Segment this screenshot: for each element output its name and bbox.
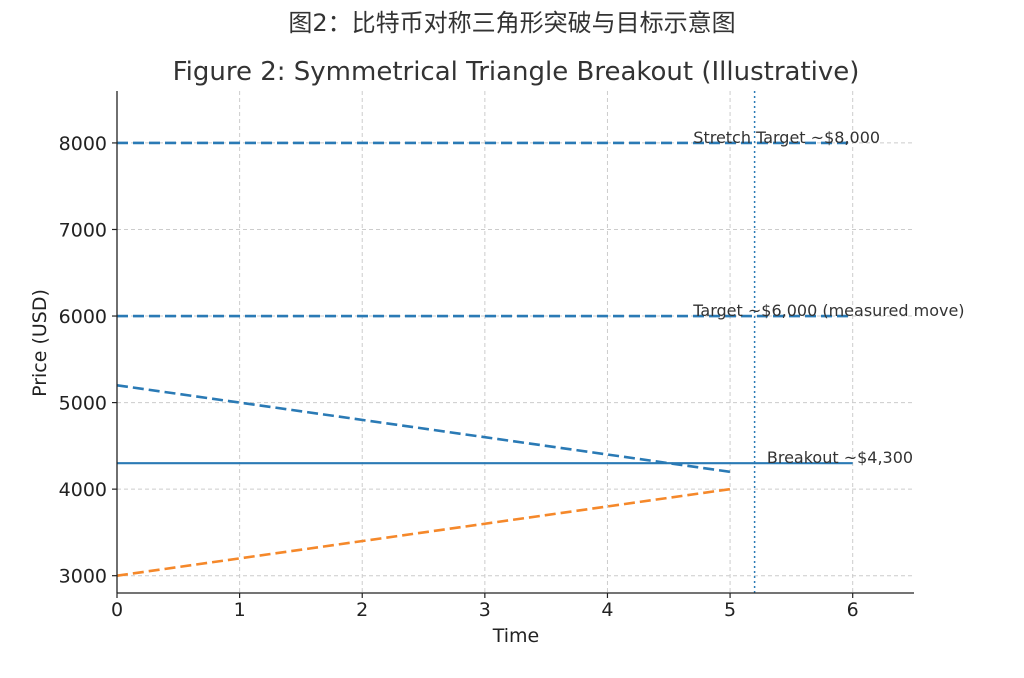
data-series [116, 91, 853, 593]
y-tick-label: 4000 [59, 479, 107, 501]
x-tick-label: 2 [356, 599, 368, 621]
x-tick-label: 0 [111, 599, 123, 621]
target-annotation: Target ~$6,000 (measured move) [692, 301, 964, 320]
x-tick-label: 4 [601, 599, 613, 621]
y-tick-label: 3000 [59, 566, 107, 588]
chart-title: Figure 2: Symmetrical Triangle Breakout … [173, 57, 860, 87]
breakout-annotation: Breakout ~$4,300 [767, 448, 913, 467]
x-axis-label: Time [492, 625, 540, 647]
annotations: Stretch Target ~$8,000 Target ~$6,000 (me… [692, 128, 964, 467]
x-tick-label: 5 [724, 599, 736, 621]
grid-lines [116, 91, 914, 593]
resistance-line [116, 383, 731, 474]
y-tick-label: 7000 [59, 219, 107, 241]
stretch-target-annotation: Stretch Target ~$8,000 [693, 128, 880, 147]
x-tick-label: 1 [234, 599, 246, 621]
y-tick-label: 6000 [59, 306, 107, 328]
x-tick-label: 6 [847, 599, 859, 621]
chart-suptitle: 图2：比特币对称三角形突破与目标示意图 [288, 9, 735, 37]
support-line [116, 487, 731, 577]
plot-area: Stretch Target ~$8,000 Target ~$6,000 (me… [59, 91, 965, 621]
y-tick-label: 5000 [59, 393, 107, 415]
y-tick-label: 8000 [59, 133, 107, 155]
y-axis-label: Price (USD) [29, 289, 51, 397]
x-tick-label: 3 [479, 599, 491, 621]
axes: 0 1 2 3 4 5 6 3000 4000 5000 6000 7000 8000 [59, 91, 914, 621]
